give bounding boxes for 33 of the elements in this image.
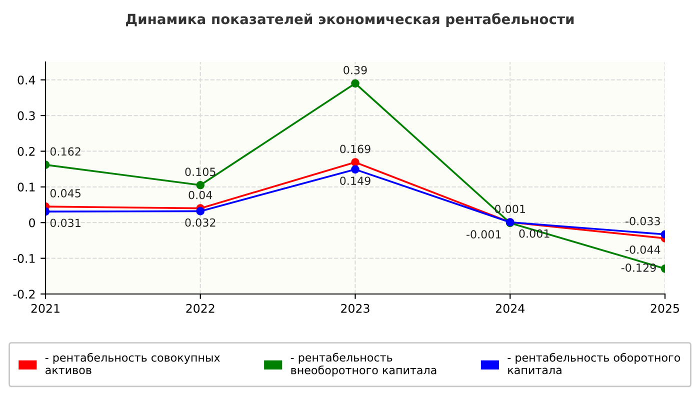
data-label: 0.04 [188, 190, 212, 200]
data-label: -0.033 [626, 216, 660, 226]
data-label: -0.001 [466, 230, 501, 239]
y-tick-label: 0.4 [18, 76, 36, 84]
y-tick-label: 0.2 [18, 146, 35, 156]
data-label: 0.39 [344, 66, 367, 74]
data-label: -0.129 [621, 263, 656, 272]
data-label: 0.045 [50, 189, 81, 198]
x-tick-label: 2022 [186, 304, 214, 313]
data-label: 0.001 [494, 204, 526, 214]
data-label: 0.032 [185, 218, 216, 227]
legend-label: - рентабельность совокупных активов [45, 352, 220, 374]
data-label: 0.169 [340, 144, 370, 154]
chart-title: Динамика показателей экономическая рентабельности [126, 13, 574, 27]
y-tick-label: 0.1 [18, 182, 35, 192]
data-label: 0.105 [185, 168, 216, 176]
x-tick-label: 2025 [650, 304, 679, 313]
data-label: 0.001 [519, 229, 550, 238]
legend-label: - рентабельность оборотного капитала [508, 352, 680, 374]
data-label: 0.162 [50, 147, 80, 156]
x-tick-label: 2024 [496, 304, 524, 313]
y-tick-label: 0 [29, 218, 35, 228]
y-tick-label: 0.3 [18, 111, 35, 120]
data-label: -0.044 [626, 245, 660, 254]
x-tick-label: 2021 [31, 304, 60, 313]
point [196, 207, 205, 216]
data-label: 0.149 [340, 176, 370, 185]
data-label: 0.031 [50, 218, 80, 228]
x-tick-label: 2023 [341, 304, 370, 313]
legend-label: - рентабельность внеоборотного капитала [290, 352, 436, 376]
point [351, 165, 360, 174]
y-tick-label: -0.1 [13, 254, 35, 263]
y-tick-label: -0.2 [13, 290, 35, 299]
